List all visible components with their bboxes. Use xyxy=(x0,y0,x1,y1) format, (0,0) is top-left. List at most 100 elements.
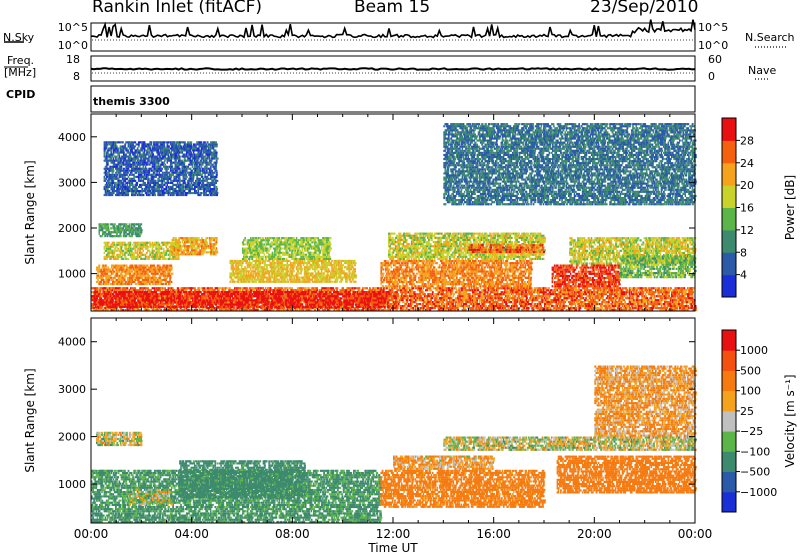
heatmap-cell xyxy=(471,289,474,292)
heatmap-cell xyxy=(512,303,514,306)
heatmap-cell xyxy=(102,303,105,306)
heatmap-cell xyxy=(500,308,502,311)
heatmap-cell xyxy=(568,291,570,294)
heatmap-cell xyxy=(415,308,418,311)
heatmap-cell xyxy=(614,299,617,302)
heatmap-cell xyxy=(685,297,688,300)
heatmap-cell xyxy=(681,293,684,296)
heatmap-cell xyxy=(121,289,124,292)
heatmap-cell xyxy=(304,287,307,290)
heatmap-cell xyxy=(494,307,498,310)
heatmap-cell xyxy=(468,305,470,308)
heatmap-cell xyxy=(343,308,346,311)
heatmap-cell xyxy=(347,289,350,292)
heatmap-cell xyxy=(406,301,409,304)
heatmap-cell xyxy=(521,295,524,298)
heatmap-cell xyxy=(401,291,403,294)
heatmap-cell xyxy=(532,308,535,311)
heatmap-cell xyxy=(292,289,294,292)
heatmap-cell xyxy=(433,301,435,304)
heatmap-cell xyxy=(460,299,463,302)
heatmap-cell xyxy=(171,289,173,292)
heatmap-cell xyxy=(217,301,219,304)
freq-left-tick: 18 xyxy=(66,53,80,66)
heatmap-cell xyxy=(489,301,491,304)
heatmap-cell xyxy=(417,297,419,300)
heatmap-cell xyxy=(135,289,138,292)
heatmap-cell xyxy=(206,287,210,290)
heatmap-cell xyxy=(161,289,164,292)
heatmap-cell xyxy=(524,287,527,290)
heatmap-cell xyxy=(571,303,574,306)
heatmap-cell xyxy=(388,287,390,290)
heatmap-cell xyxy=(348,287,351,290)
heatmap-cell xyxy=(410,305,413,308)
heatmap-cell xyxy=(570,295,572,298)
heatmap-cell xyxy=(94,287,97,290)
heatmap-cell xyxy=(627,303,629,306)
heatmap-cell xyxy=(471,295,474,298)
heatmap-cell xyxy=(259,293,262,296)
heatmap-cell xyxy=(555,293,558,296)
heatmap-cell xyxy=(510,293,513,296)
heatmap-cell xyxy=(650,299,653,302)
heatmap-cell xyxy=(573,295,576,298)
heatmap-cell xyxy=(409,289,412,292)
heatmap-cell xyxy=(227,293,230,296)
heatmap-cell xyxy=(327,301,331,304)
heatmap-cell xyxy=(212,308,214,311)
heatmap-cell xyxy=(102,301,105,304)
heatmap-cell xyxy=(523,307,525,310)
heatmap-cell xyxy=(233,299,236,302)
heatmap-cell xyxy=(111,303,115,306)
heatmap-cell xyxy=(117,308,119,311)
heatmap-cell xyxy=(558,287,562,290)
heatmap-cell xyxy=(547,297,551,300)
heatmap-cell xyxy=(545,287,547,290)
heatmap-cell xyxy=(286,307,289,310)
heatmap-cell xyxy=(227,291,231,294)
heatmap-cell xyxy=(301,307,304,310)
heatmap-cell xyxy=(407,305,410,308)
heatmap-cell xyxy=(565,289,568,292)
heatmap-cell xyxy=(135,291,138,294)
heatmap-cell xyxy=(676,307,679,310)
heatmap-cell xyxy=(334,293,338,296)
heatmap-cell xyxy=(228,287,231,290)
heatmap-cell xyxy=(541,297,544,300)
heatmap-cell xyxy=(419,297,422,300)
heatmap-cell xyxy=(271,293,274,296)
heatmap-cell xyxy=(550,289,553,292)
heatmap-cell xyxy=(167,308,170,311)
heatmap-cell xyxy=(314,308,316,311)
heatmap-cell xyxy=(104,287,107,290)
heatmap-cell xyxy=(301,289,303,292)
heatmap-cell xyxy=(179,295,182,298)
heatmap-cell xyxy=(164,308,166,311)
heatmap-cell xyxy=(455,299,458,302)
heatmap-cell xyxy=(419,293,422,296)
heatmap-cell xyxy=(602,295,604,298)
heatmap-cell xyxy=(419,289,422,292)
heatmap-cell xyxy=(475,307,477,310)
heatmap-cell xyxy=(569,301,572,304)
heatmap-cell xyxy=(452,293,456,296)
heatmap-cell xyxy=(638,301,642,304)
heatmap-cell xyxy=(516,307,519,310)
heatmap-cell xyxy=(521,291,524,294)
heatmap-cell xyxy=(255,307,258,310)
heatmap-cell xyxy=(189,293,193,296)
heatmap-cell xyxy=(224,297,226,300)
heatmap-cell xyxy=(349,289,352,292)
heatmap-cell xyxy=(119,289,122,292)
heatmap-cell xyxy=(133,299,136,302)
heatmap-cell xyxy=(192,299,194,302)
heatmap-cell xyxy=(568,297,570,300)
heatmap-cell xyxy=(584,291,587,294)
heatmap-cell xyxy=(200,305,203,308)
heatmap-cell xyxy=(514,295,517,298)
heatmap-cell xyxy=(234,289,236,292)
heatmap-cell xyxy=(625,305,628,308)
heatmap-cell xyxy=(443,305,445,308)
heatmap-cell xyxy=(291,289,294,292)
